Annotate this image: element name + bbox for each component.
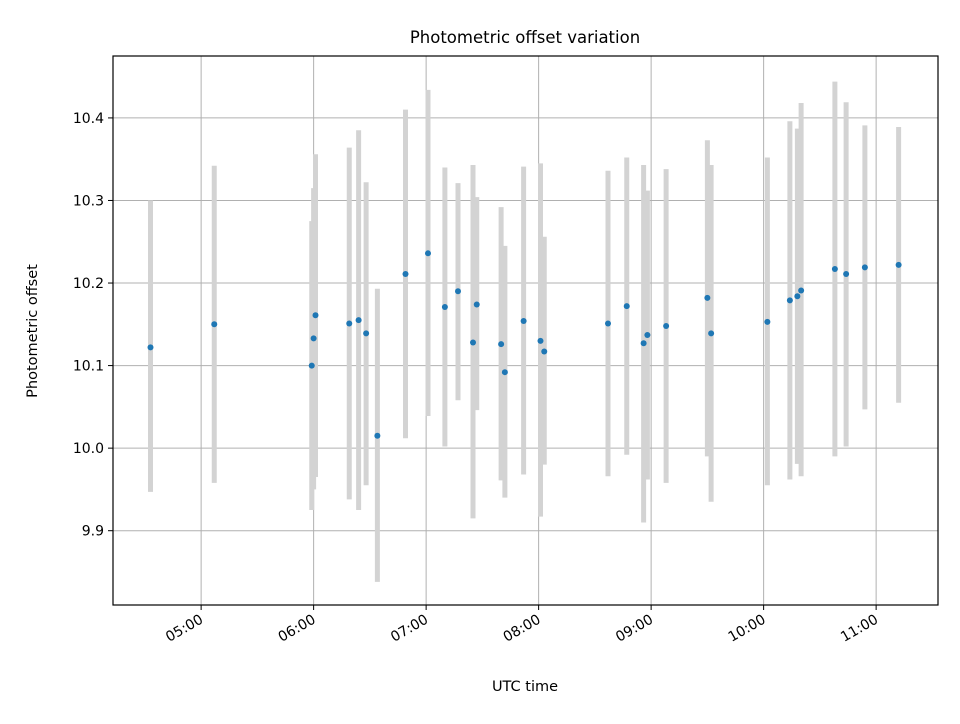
data-point xyxy=(537,337,544,344)
data-point xyxy=(704,294,711,301)
data-point xyxy=(211,321,218,328)
data-point xyxy=(843,270,850,277)
plot-frame xyxy=(112,55,939,606)
y-tick-label: 10.2 xyxy=(73,276,104,292)
data-point xyxy=(708,330,715,337)
data-point xyxy=(147,344,154,351)
data-points xyxy=(147,250,902,439)
data-point xyxy=(644,332,651,339)
data-point xyxy=(308,362,315,369)
data-point xyxy=(895,261,902,268)
y-tick-label: 10.0 xyxy=(73,441,104,457)
data-point xyxy=(498,341,505,348)
data-point xyxy=(764,318,771,325)
data-point xyxy=(425,250,431,257)
data-point xyxy=(346,320,353,327)
data-point xyxy=(861,264,868,271)
data-point xyxy=(363,330,370,337)
data-point xyxy=(402,270,409,277)
data-point xyxy=(501,369,508,376)
data-point xyxy=(310,335,317,342)
data-point xyxy=(831,265,838,272)
y-tick-label: 10.4 xyxy=(73,111,104,127)
data-point xyxy=(355,317,362,324)
chart-title: Photometric offset variation xyxy=(410,28,640,47)
data-point xyxy=(786,297,793,304)
data-point xyxy=(473,301,480,308)
data-point xyxy=(663,322,670,329)
data-point xyxy=(312,312,319,319)
y-tick-label: 10.1 xyxy=(73,359,104,375)
data-point xyxy=(470,339,476,346)
y-tick-label: 10.3 xyxy=(73,193,104,209)
data-point xyxy=(520,318,527,325)
data-point xyxy=(640,340,647,347)
y-tick-label: 9.9 xyxy=(82,524,104,540)
data-point xyxy=(541,348,548,355)
data-point xyxy=(623,303,630,310)
data-point xyxy=(798,287,805,294)
data-point xyxy=(441,303,448,310)
y-axis-label: Photometric offset xyxy=(25,264,41,398)
data-point xyxy=(794,293,801,300)
data-point xyxy=(374,432,381,439)
data-point xyxy=(605,320,611,327)
x-axis-label: UTC time xyxy=(492,679,558,695)
data-point xyxy=(455,288,461,295)
y-axis-ticks: 9.9 10.0 10.1 10.2 10.3 10.4 xyxy=(73,111,113,540)
